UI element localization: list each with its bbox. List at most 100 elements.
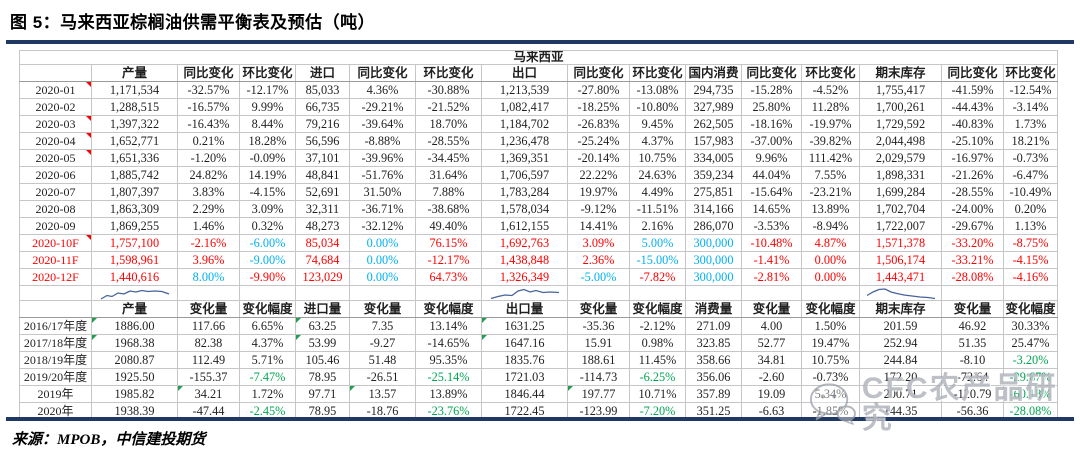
- data-cell: 1985.82: [91, 385, 178, 403]
- data-cell: 44.04%: [741, 166, 802, 184]
- data-cell: -60.18%: [1002, 385, 1059, 403]
- region-header: 马来西亚: [18, 50, 1059, 65]
- data-cell: -3.53%: [741, 217, 802, 235]
- data-cell: 1,598,961: [91, 251, 178, 269]
- data-cell: -0.73%: [1002, 149, 1059, 167]
- data-cell: -12.17%: [239, 81, 296, 99]
- data-cell: 359,234: [685, 166, 742, 184]
- data-cell: 18.21%: [1002, 132, 1059, 150]
- data-cell: -2.60: [741, 368, 802, 386]
- data-cell: 1.72%: [239, 385, 296, 403]
- data-cell: 262,505: [685, 115, 742, 133]
- data-cell: 112.49: [177, 351, 240, 369]
- data-cell: -39.82%: [801, 132, 860, 150]
- column-header: 变化幅度: [629, 300, 686, 318]
- row-label: 2020-11F: [19, 251, 92, 269]
- data-cell: 14.65%: [741, 200, 802, 218]
- data-cell: 13.89%: [801, 200, 860, 218]
- data-cell: -32.12%: [349, 217, 416, 235]
- gap-cell: [177, 285, 240, 301]
- data-cell: 66,735: [295, 98, 350, 116]
- data-cell: -3.20%: [1002, 351, 1059, 369]
- data-cell: 78.95: [295, 402, 350, 420]
- row-label: 2019年: [19, 385, 92, 403]
- data-cell: 9.96%: [741, 149, 802, 167]
- data-cell: 85,034: [295, 234, 350, 252]
- data-cell: -4.16%: [1002, 268, 1059, 286]
- data-cell: -14.65%: [415, 334, 482, 352]
- data-cell: 1,578,034: [481, 200, 568, 218]
- data-cell: 74,684: [295, 251, 350, 269]
- data-cell: 144.35: [859, 402, 942, 420]
- data-cell: -18.25%: [567, 98, 630, 116]
- data-cell: -4.52%: [801, 81, 860, 99]
- data-cell: -7.20%: [629, 402, 686, 420]
- data-cell: -32.57%: [177, 81, 240, 99]
- data-cell: 24.63%: [629, 166, 686, 184]
- data-cell: 157,983: [685, 132, 742, 150]
- data-cell: 200.71: [859, 385, 942, 403]
- data-cell: 11.28%: [801, 98, 860, 116]
- row-label: 2020-08: [19, 200, 92, 218]
- data-cell: -41.59%: [941, 81, 1004, 99]
- data-cell: -15.28%: [741, 81, 802, 99]
- data-cell: -5.00%: [567, 268, 630, 286]
- data-cell: 2,044,498: [859, 132, 942, 150]
- data-cell: 1,571,378: [859, 234, 942, 252]
- sparkline-cell: [859, 285, 942, 301]
- column-header: 进口量: [295, 300, 350, 318]
- data-cell: -33.21%: [941, 251, 1004, 269]
- data-cell: 1,652,771: [91, 132, 178, 150]
- column-header: 期末库存: [859, 64, 942, 82]
- row-label: 2020-10F: [19, 234, 92, 252]
- gap-cell: [19, 285, 92, 301]
- data-cell: 1,692,763: [481, 234, 568, 252]
- data-cell: 300,000: [685, 268, 742, 286]
- gap-cell: [941, 285, 1004, 301]
- data-cell: 197.77: [567, 385, 630, 403]
- data-cell: 1,706,597: [481, 166, 568, 184]
- row-label: 2020-01: [19, 81, 92, 99]
- data-cell: 76.15%: [415, 234, 482, 252]
- data-cell: 1,783,284: [481, 183, 568, 201]
- data-cell: -2.16%: [177, 234, 240, 252]
- data-cell: 1,722,007: [859, 217, 942, 235]
- data-cell: 1,506,174: [859, 251, 942, 269]
- data-cell: 34.81: [741, 351, 802, 369]
- data-cell: 13.14%: [415, 317, 482, 335]
- data-cell: -28.55%: [415, 132, 482, 150]
- column-header: 出口量: [481, 300, 568, 318]
- sparkline-cell: [481, 285, 568, 301]
- data-cell: 48,841: [295, 166, 350, 184]
- column-header: 环比变化: [415, 64, 482, 82]
- data-cell: -23.21%: [801, 183, 860, 201]
- data-cell: -37.00%: [741, 132, 802, 150]
- data-cell: 111.42%: [801, 149, 860, 167]
- data-cell: 201.59: [859, 317, 942, 335]
- data-cell: 31.50%: [349, 183, 416, 201]
- data-cell: -16.43%: [177, 115, 240, 133]
- row-label: 2020-09: [19, 217, 92, 235]
- data-cell: -26.51: [349, 368, 416, 386]
- data-cell: 358.66: [685, 351, 742, 369]
- data-cell: 2.29%: [177, 200, 240, 218]
- column-header: 变化量: [567, 300, 630, 318]
- data-cell: 1,702,704: [859, 200, 942, 218]
- data-cell: 48,273: [295, 217, 350, 235]
- data-cell: 1,863,309: [91, 200, 178, 218]
- data-cell: -15.64%: [741, 183, 802, 201]
- data-cell: -4.15%: [1002, 251, 1059, 269]
- row-label: 2017/18年度: [19, 334, 92, 352]
- data-cell: 1,757,100: [91, 234, 178, 252]
- data-cell: 271.09: [685, 317, 742, 335]
- data-cell: 188.61: [567, 351, 630, 369]
- data-cell: 63.25: [295, 317, 350, 335]
- data-cell: 1647.16: [481, 334, 568, 352]
- data-cell: -29.21%: [349, 98, 416, 116]
- data-cell: 357.89: [685, 385, 742, 403]
- data-cell: 95.35%: [415, 351, 482, 369]
- data-cell: -29.67%: [1002, 368, 1059, 386]
- data-cell: 9.45%: [629, 115, 686, 133]
- gap-cell: [567, 285, 630, 301]
- sparkline-chart: [100, 289, 169, 300]
